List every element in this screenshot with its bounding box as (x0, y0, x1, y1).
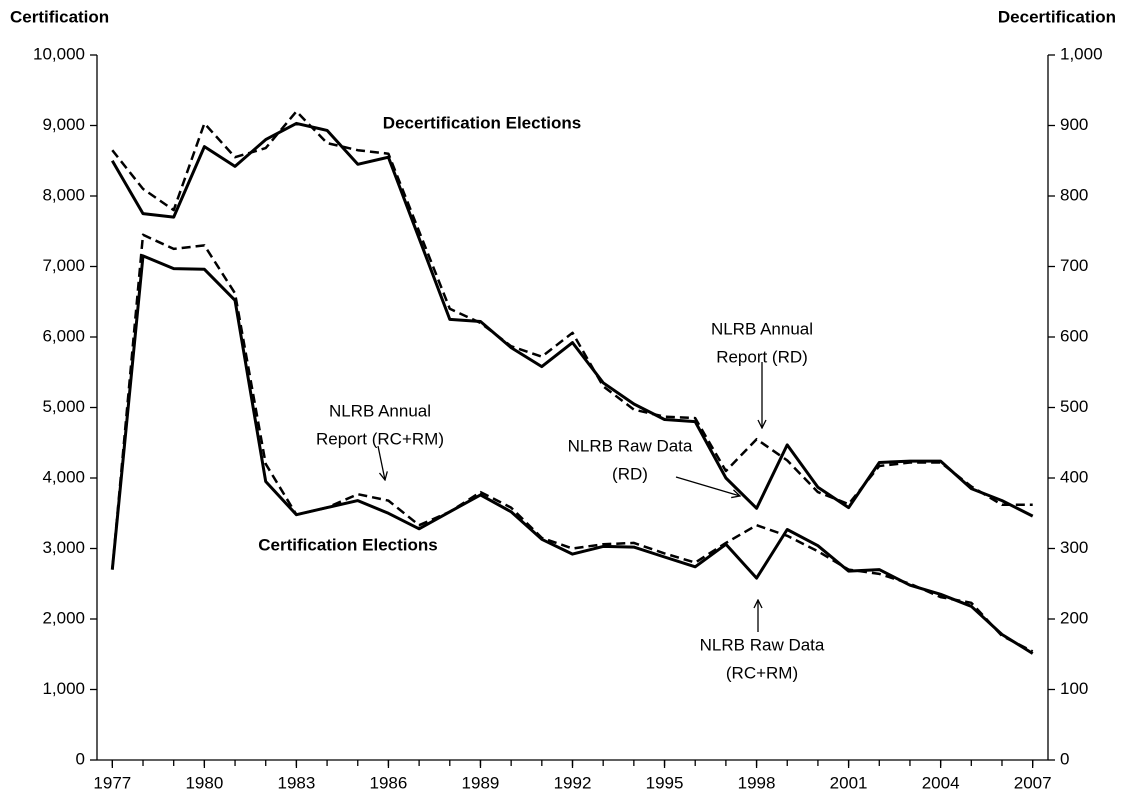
y2-tick-label: 500 (1060, 397, 1088, 416)
x-tick-label: 1998 (738, 773, 776, 792)
y-tick-label: 7,000 (42, 256, 85, 275)
y-tick-label: 10,000 (33, 44, 85, 63)
annotation: NLRB Annual (711, 319, 813, 338)
x-tick-label: 2007 (1014, 773, 1052, 792)
x-tick-label: 1977 (93, 773, 131, 792)
y2-tick-label: 1,000 (1060, 44, 1103, 63)
y-tick-label: 5,000 (42, 397, 85, 416)
y2-tick-label: 100 (1060, 679, 1088, 698)
y-tick-label: 3,000 (42, 538, 85, 557)
annotation: NLRB Raw Data (700, 635, 825, 654)
y-tick-label: 4,000 (42, 467, 85, 486)
annotation: (RC+RM) (726, 663, 798, 682)
x-tick-label: 2001 (830, 773, 868, 792)
x-tick-label: 1980 (185, 773, 223, 792)
line-series (110, 254, 1034, 655)
arrow (377, 445, 385, 480)
y-tick-label: 2,000 (42, 608, 85, 627)
y2-tick-label: 300 (1060, 538, 1088, 557)
y2-axis-title: Decertification (998, 7, 1116, 26)
annotation: (RD) (612, 464, 648, 483)
annotation: Report (RC+RM) (316, 429, 444, 448)
arrow (675, 476, 740, 496)
y2-tick-label: 600 (1060, 326, 1088, 345)
y2-tick-label: 0 (1060, 749, 1069, 768)
x-tick-label: 1992 (554, 773, 592, 792)
y2-tick-label: 700 (1060, 256, 1088, 275)
x-tick-label: 1986 (370, 773, 408, 792)
line-series (111, 121, 1034, 518)
y2-tick-label: 200 (1060, 608, 1088, 627)
annotation: Decertification Elections (383, 113, 581, 132)
y2-tick-label: 900 (1060, 115, 1088, 134)
x-tick-label: 1995 (646, 773, 684, 792)
y-tick-label: 8,000 (42, 185, 85, 204)
x-tick-label: 2004 (922, 773, 960, 792)
y-tick-label: 0 (76, 749, 85, 768)
annotation: NLRB Raw Data (568, 436, 693, 455)
y2-tick-label: 400 (1060, 467, 1088, 486)
y-axis-title: Certification (10, 7, 109, 26)
y2-tick-label: 800 (1060, 185, 1088, 204)
x-tick-label: 1983 (277, 773, 315, 792)
line-series (111, 233, 1034, 653)
y-tick-label: 9,000 (42, 115, 85, 134)
x-tick-label: 1989 (462, 773, 500, 792)
line-series (111, 110, 1033, 507)
annotation: Report (RD) (716, 347, 808, 366)
annotation: Certification Elections (258, 535, 437, 554)
y-tick-label: 1,000 (42, 679, 85, 698)
y-tick-label: 6,000 (42, 326, 85, 345)
annotation: NLRB Annual (329, 401, 431, 420)
